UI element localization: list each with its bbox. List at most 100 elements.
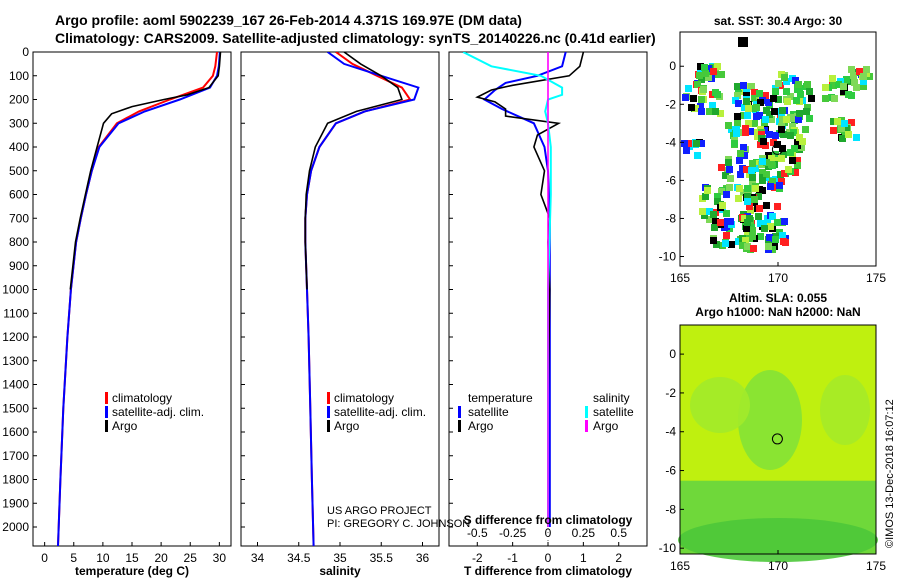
sst-pixel bbox=[762, 116, 769, 123]
sst-pixel bbox=[781, 74, 788, 81]
sst-pixel bbox=[765, 243, 772, 250]
sst-pixel bbox=[850, 72, 857, 79]
sst-pixel bbox=[778, 178, 785, 185]
sst-pixel bbox=[762, 92, 769, 99]
sst-pixel bbox=[741, 104, 748, 111]
sst-pixel bbox=[739, 242, 746, 249]
sst-pixel bbox=[829, 75, 836, 82]
sst-pixel bbox=[792, 77, 799, 84]
sst-pixel bbox=[784, 98, 791, 105]
legend-salinity-header: salinity bbox=[593, 391, 630, 405]
sst-pixel bbox=[761, 225, 768, 232]
sst-pixel bbox=[712, 108, 719, 115]
x-tick-label: 5 bbox=[70, 551, 77, 565]
sst-pixel bbox=[706, 216, 713, 223]
map-x-tick-label: 175 bbox=[866, 559, 886, 573]
sst-pixel bbox=[752, 165, 759, 172]
sst-pixel bbox=[685, 85, 692, 92]
sst-pixel bbox=[795, 81, 802, 88]
pressure-tick-label: 1700 bbox=[2, 449, 29, 463]
salinity-legend: climatology satellite-adj. clim. Argo bbox=[327, 391, 426, 433]
map-y-tick-label: 0 bbox=[669, 347, 676, 361]
sst-pixel bbox=[755, 213, 762, 220]
sst-pixel bbox=[803, 108, 810, 115]
sst-pixel bbox=[712, 89, 719, 96]
sst-pixel bbox=[736, 185, 743, 192]
s-difference-xlabel: S difference from climatology bbox=[464, 513, 633, 527]
sst-pixel bbox=[776, 130, 783, 137]
legend-s-satellite: satellite bbox=[593, 405, 634, 419]
legend-s-argo: Argo bbox=[593, 419, 619, 433]
pressure-tick-label: 2000 bbox=[2, 520, 29, 534]
pressure-tick-label: 700 bbox=[9, 211, 29, 225]
series-line-argo bbox=[304, 52, 403, 290]
sst-pixel bbox=[712, 218, 719, 225]
sst-pixel bbox=[701, 212, 708, 219]
x-tick-label: -1 bbox=[507, 551, 518, 565]
sst-pixel bbox=[772, 88, 779, 95]
x-tick-label: 10 bbox=[96, 551, 110, 565]
sst-pixel bbox=[753, 104, 760, 111]
sst-pixel bbox=[745, 105, 752, 112]
legend-t-argo: Argo bbox=[468, 419, 494, 433]
sst-pixel bbox=[740, 112, 747, 119]
sla-field-blob bbox=[820, 375, 870, 445]
legend-climatology: climatology bbox=[112, 391, 172, 405]
sst-pixel bbox=[783, 88, 790, 95]
sst-pixel bbox=[766, 234, 773, 241]
sst-pixel bbox=[723, 210, 730, 217]
legend-climatology: climatology bbox=[334, 391, 394, 405]
sst-pixel bbox=[748, 167, 755, 174]
sst-pixel bbox=[705, 65, 712, 72]
sst-pixel bbox=[759, 169, 766, 176]
sla-field-blob bbox=[678, 518, 878, 562]
sst-pixel bbox=[725, 159, 732, 166]
sst-pixel bbox=[683, 147, 690, 154]
map-x-tick-label: 170 bbox=[768, 271, 788, 285]
sst-pixel bbox=[718, 188, 725, 195]
x-tick-label: 35 bbox=[333, 551, 347, 565]
sst-pixel bbox=[806, 88, 813, 95]
sst-pixel bbox=[726, 166, 733, 173]
sst-pixel bbox=[789, 157, 796, 164]
sst-pixel bbox=[757, 233, 764, 240]
sst-pixel bbox=[757, 220, 764, 227]
sst-pixel bbox=[831, 95, 838, 102]
sst-pixel bbox=[799, 138, 806, 145]
sst-pixel bbox=[840, 83, 847, 90]
sst-pixel bbox=[698, 96, 705, 103]
pressure-tick-label: 500 bbox=[9, 164, 29, 178]
title-line1: Argo profile: aoml 5902239_167 26-Feb-20… bbox=[55, 12, 522, 28]
sst-pixel bbox=[714, 63, 721, 70]
sst-pixel bbox=[848, 119, 855, 126]
profile-location-marker bbox=[771, 433, 783, 445]
sst-pixel bbox=[713, 241, 720, 248]
sst-pixel bbox=[749, 233, 756, 240]
pressure-tick-label: 1300 bbox=[2, 354, 29, 368]
axis-ticks: 0100200300400500600700800900100011001200… bbox=[2, 45, 627, 565]
sst-pixel bbox=[756, 90, 763, 97]
sst-pixel bbox=[841, 120, 848, 127]
sst-pixel bbox=[770, 139, 777, 146]
sla-field-blob bbox=[690, 377, 750, 433]
sst-pixel bbox=[690, 95, 697, 102]
temperature-panel-frame bbox=[32, 51, 232, 547]
sst-pixel bbox=[741, 215, 748, 222]
sst-pixel bbox=[797, 91, 804, 98]
sst-pixel bbox=[772, 132, 779, 139]
sst-pixel bbox=[734, 120, 741, 127]
sst-pixel bbox=[781, 170, 788, 177]
sst-pixel bbox=[746, 203, 753, 210]
sst-pixel bbox=[763, 159, 770, 166]
sst-pixel bbox=[750, 245, 757, 252]
sst-pixel bbox=[710, 237, 717, 244]
sst-pixel bbox=[853, 134, 860, 141]
sst-pixel bbox=[714, 193, 721, 200]
sst-pixel bbox=[860, 73, 867, 80]
sst-pixel bbox=[735, 195, 742, 202]
sst-pixel bbox=[780, 151, 787, 158]
sst-pixel bbox=[860, 78, 867, 85]
x-tick-label: 0 bbox=[545, 551, 552, 565]
sst-pixel bbox=[781, 218, 788, 225]
sst-pixel bbox=[744, 243, 751, 250]
